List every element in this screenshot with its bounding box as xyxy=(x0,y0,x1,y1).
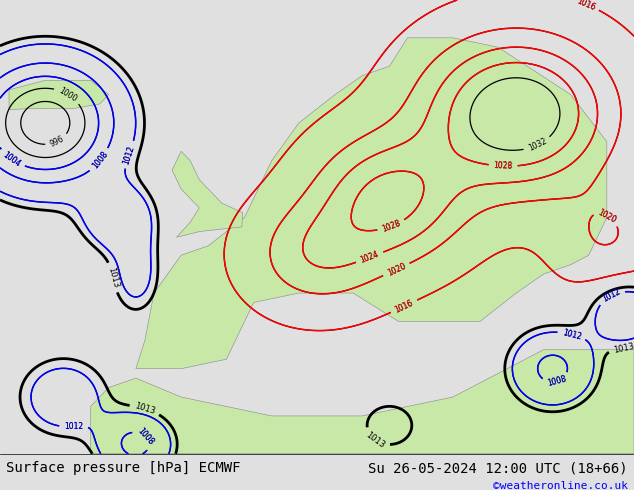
Polygon shape xyxy=(9,80,108,110)
Text: 1012: 1012 xyxy=(561,328,582,341)
Text: 1028: 1028 xyxy=(493,161,513,171)
Text: 1012: 1012 xyxy=(561,328,582,341)
Text: 1008: 1008 xyxy=(546,375,567,389)
Text: 1008: 1008 xyxy=(91,150,110,171)
Text: 1012: 1012 xyxy=(122,144,136,165)
Text: 1004: 1004 xyxy=(1,150,22,169)
Text: 1004: 1004 xyxy=(1,150,22,169)
Text: 1012: 1012 xyxy=(64,422,83,431)
Text: 1012: 1012 xyxy=(122,144,136,165)
Text: 1028: 1028 xyxy=(381,219,402,234)
Text: 1028: 1028 xyxy=(381,219,402,234)
Text: 1008: 1008 xyxy=(136,426,155,447)
Text: 1013: 1013 xyxy=(612,342,634,355)
Text: 1012: 1012 xyxy=(600,287,622,304)
Text: 1020: 1020 xyxy=(385,261,407,278)
Text: 1013: 1013 xyxy=(106,266,120,289)
Text: Su 26-05-2024 12:00 UTC (18+66): Su 26-05-2024 12:00 UTC (18+66) xyxy=(368,461,628,475)
Text: Surface pressure [hPa] ECMWF: Surface pressure [hPa] ECMWF xyxy=(6,461,241,475)
Text: 1020: 1020 xyxy=(385,261,407,278)
Text: 1016: 1016 xyxy=(394,298,415,315)
Text: 1012: 1012 xyxy=(600,287,622,304)
Text: 1016: 1016 xyxy=(394,298,415,315)
Text: 1012: 1012 xyxy=(64,422,83,431)
Text: 1016: 1016 xyxy=(575,0,597,12)
Text: 1013: 1013 xyxy=(133,401,156,416)
Text: 1032: 1032 xyxy=(527,137,548,153)
Text: 1028: 1028 xyxy=(493,161,513,171)
Text: 1016: 1016 xyxy=(575,0,597,12)
Text: 1000: 1000 xyxy=(57,86,79,103)
Text: 1020: 1020 xyxy=(597,208,618,224)
Text: 1008: 1008 xyxy=(136,426,155,447)
Text: 1024: 1024 xyxy=(359,249,380,265)
Polygon shape xyxy=(172,151,243,237)
Text: 1013: 1013 xyxy=(364,430,387,450)
Text: 1020: 1020 xyxy=(597,208,618,224)
Text: 1008: 1008 xyxy=(546,375,567,389)
Text: 1008: 1008 xyxy=(91,150,110,171)
Polygon shape xyxy=(91,350,634,454)
Text: 1024: 1024 xyxy=(359,249,380,265)
Text: 996: 996 xyxy=(49,134,66,149)
Text: ©weatheronline.co.uk: ©weatheronline.co.uk xyxy=(493,481,628,490)
Polygon shape xyxy=(136,38,607,368)
